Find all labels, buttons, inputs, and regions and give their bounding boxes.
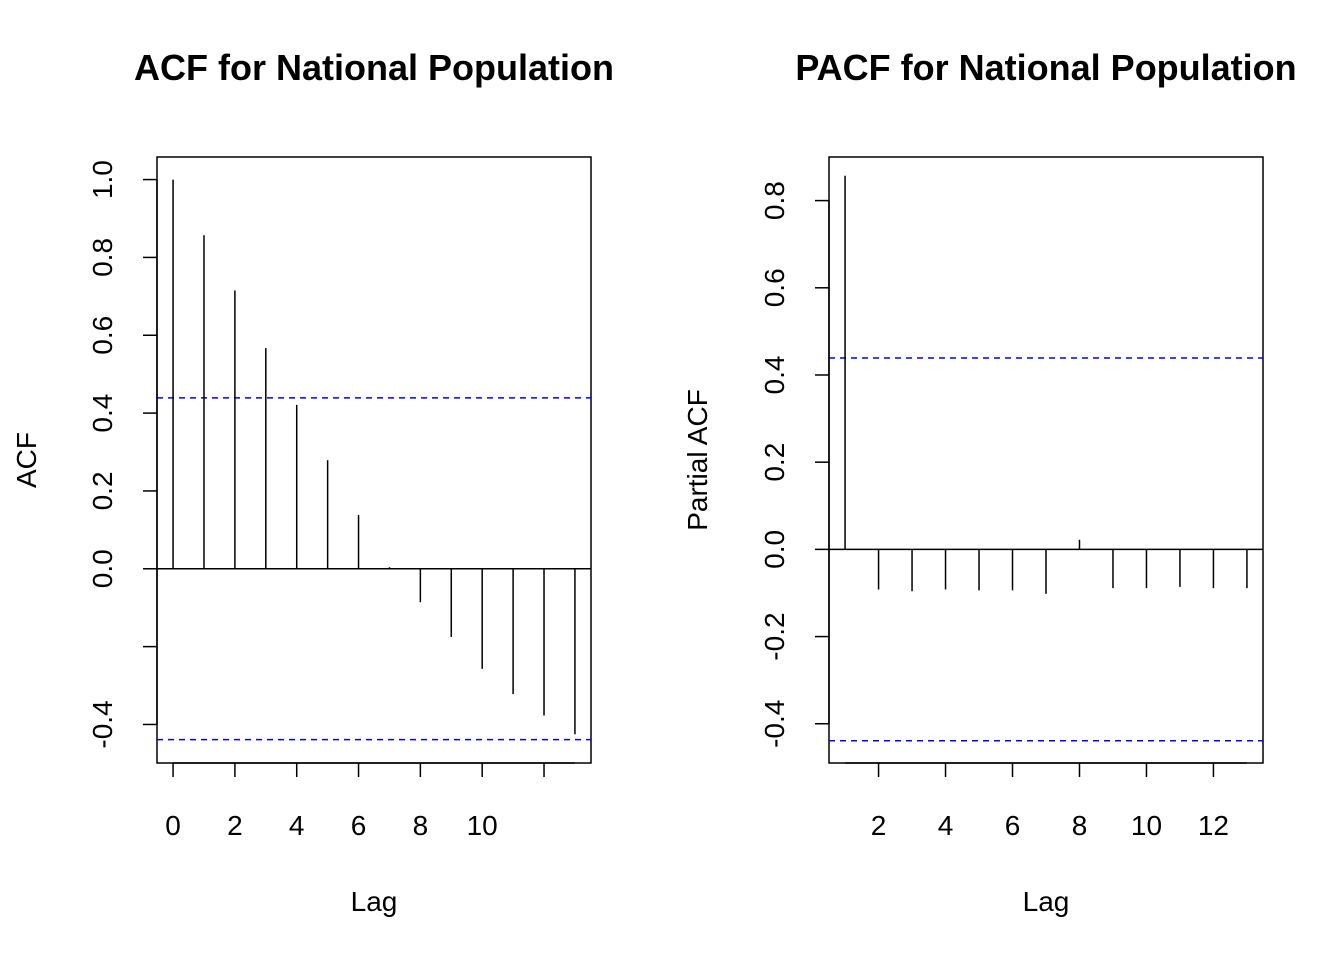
pacf-y-tick-label: 0.8 <box>759 181 790 220</box>
pacf-panel: PACF for National Population Lag Partial… <box>682 47 1297 917</box>
pacf-x-tick-label: 6 <box>1005 810 1021 841</box>
pacf-y-tick-label: 0.2 <box>759 443 790 482</box>
acf-x-axis-label: Lag <box>351 886 398 917</box>
acf-y-tick-label: 0.8 <box>87 238 118 277</box>
pacf-x-axis-label: Lag <box>1023 886 1070 917</box>
pacf-marks: 2 4 6 8 10 12 -0.4 -0.2 0.0 0.2 0.4 0.6 0.8 <box>759 175 1263 841</box>
pacf-x-tick-label: 4 <box>938 810 954 841</box>
pacf-y-tick-label: 0.6 <box>759 268 790 307</box>
acf-y-tick-label: -0.4 <box>87 700 118 748</box>
pacf-y-tick-label: 0.0 <box>759 530 790 569</box>
acf-x-tick-label: 10 <box>467 810 498 841</box>
acf-x-tick-label: 0 <box>165 810 181 841</box>
pacf-x-tick-label: 12 <box>1198 810 1229 841</box>
pacf-y-tick-label: -0.2 <box>759 612 790 660</box>
acf-x-tick-label: 2 <box>227 810 243 841</box>
pacf-x-tick-label: 8 <box>1072 810 1088 841</box>
acf-y-tick-label: 0.6 <box>87 316 118 355</box>
acf-y-tick-label: 0.4 <box>87 394 118 433</box>
acf-x-tick-label: 4 <box>289 810 305 841</box>
acf-x-tick-label: 8 <box>413 810 429 841</box>
acf-y-tick-label: 1.0 <box>87 160 118 199</box>
acf-panel: ACF for National Population Lag ACF 0 2 4 6… <box>11 47 614 917</box>
pacf-y-tick-label: 0.4 <box>759 356 790 395</box>
acf-y-axis-label: ACF <box>11 432 42 488</box>
acf-title: ACF for National Population <box>134 47 614 88</box>
acf-y-tick-label: 0.2 <box>87 471 118 510</box>
acf-y-tick-label: 0.0 <box>87 549 118 588</box>
acf-marks: 0 2 4 6 8 10 -0.4 0.2 0.4 0.6 0.8 1.0 0.0 <box>87 160 591 841</box>
pacf-y-tick-label: -0.4 <box>759 700 790 748</box>
pacf-x-tick-label: 10 <box>1131 810 1162 841</box>
acf-x-tick-label: 6 <box>351 810 367 841</box>
pacf-x-tick-label: 2 <box>871 810 887 841</box>
pacf-title: PACF for National Population <box>795 47 1296 88</box>
pacf-y-axis-label: Partial ACF <box>682 389 713 531</box>
